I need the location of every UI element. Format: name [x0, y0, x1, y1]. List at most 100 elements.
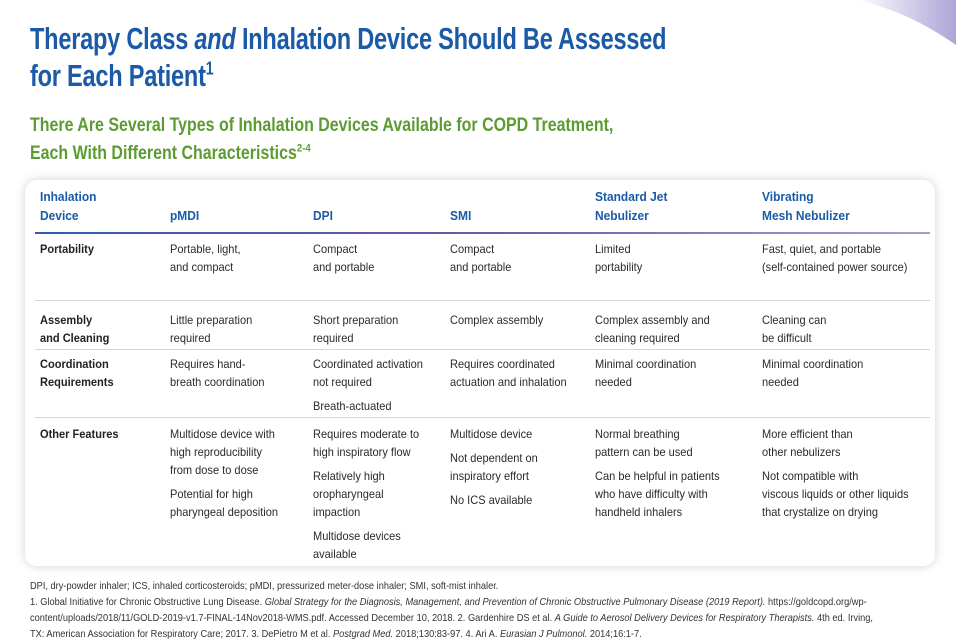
text-run: TX: American Association for Respiratory… — [30, 628, 334, 640]
text-line: 1. Global Initiative for Chronic Obstruc… — [30, 594, 873, 610]
row-header: Portability — [40, 240, 94, 264]
cell-text: handheld inhalers — [595, 505, 683, 519]
paragraph: Little preparation required — [170, 311, 252, 347]
table-cell: Multidose device with high reproducibilit… — [170, 425, 278, 527]
table-cell: Compact and portable — [450, 240, 511, 282]
paragraph: Coordinated activation not required — [313, 355, 423, 391]
paragraph: Assembly and Cleaning — [40, 311, 109, 347]
cell-text: high reproducibility — [170, 445, 263, 459]
footnotes: DPI, dry-powder inhaler; ICS, inhaled co… — [30, 578, 873, 642]
cell-text: oropharyngeal — [313, 487, 384, 501]
header-cell: DPI — [313, 206, 333, 225]
header-rule — [35, 232, 930, 234]
text-run: Therapy Class — [30, 21, 195, 56]
text-run: 2-4 — [296, 142, 311, 155]
cell-text: Compact — [313, 242, 358, 256]
table-cell: Coordinated activation not required Breath… — [313, 355, 423, 421]
text-run: A Guide to Aerosol Delivery Devices for … — [554, 612, 815, 624]
table-cell: Compact and portable — [313, 240, 374, 282]
paragraph: Requires hand-breath coordination — [170, 355, 265, 391]
cell-text: required — [313, 331, 354, 345]
paragraph: Can be helpful in patients who have diffi… — [595, 467, 720, 521]
cell-text: Cleaning can — [762, 313, 827, 327]
header-text: Standard Jet — [595, 189, 668, 204]
cell-text: Assembly — [40, 313, 93, 327]
cell-text: Breath-actuated — [313, 399, 392, 413]
cell-text: Multidose devices — [313, 529, 401, 543]
paragraph: Cleaning can be difficult — [762, 311, 826, 347]
paragraph: Compact and portable — [313, 240, 374, 276]
table-cell: Complex assembly and cleaning required — [595, 311, 710, 353]
table-cell: Requires hand-breath coordination — [170, 355, 265, 397]
cell-text: Can be helpful in patients — [595, 469, 720, 483]
cell-text: inspiratory effort — [450, 469, 529, 483]
text-line: Therapy Class and Inhalation Device Shou… — [30, 20, 666, 57]
cell-text: Compact — [450, 242, 495, 256]
table-cell: Portable, light, and compact — [170, 240, 241, 282]
cell-text: Multidose device with — [170, 427, 275, 441]
text-run: There Are Several Types of Inhalation De… — [30, 115, 614, 136]
paragraph: Short preparation required — [313, 311, 398, 347]
cell-text: who have difficulty with — [595, 487, 708, 501]
header-text: Mesh Nebulizer — [762, 208, 850, 223]
cell-text: Minimal coordination — [762, 357, 864, 371]
table-cell: Multidose device Not dependent on inspirat… — [450, 425, 538, 515]
cell-text: portability — [595, 260, 643, 274]
cell-text: Minimal coordination — [595, 357, 697, 371]
cell-text: Little preparation — [170, 313, 253, 327]
paragraph: Requires coordinated actuation and inhala… — [450, 355, 567, 391]
row-separator — [35, 300, 930, 301]
cell-text: and Cleaning — [40, 331, 110, 345]
cell-text: Limited — [595, 242, 631, 256]
cell-text: and portable — [450, 260, 512, 274]
header-text: SMI — [450, 208, 472, 223]
table-card — [25, 180, 935, 566]
paragraph: Compact and portable — [450, 240, 511, 276]
table-cell: Minimal coordination needed — [595, 355, 696, 397]
cell-text: Other Features — [40, 427, 119, 441]
paragraph: Other Features — [40, 425, 119, 443]
cell-text: available — [313, 547, 357, 561]
paragraph: Multidose device — [450, 425, 538, 443]
text-run: Each With Different Characteristics — [30, 143, 297, 164]
text-line: DPI, dry-powder inhaler; ICS, inhaled co… — [30, 578, 873, 594]
cell-text: pharyngeal deposition — [170, 505, 279, 519]
cell-text: More efficient than — [762, 427, 853, 441]
header-cell: Vibrating Mesh Nebulizer — [762, 187, 850, 225]
title: Therapy Class and Inhalation Device Shou… — [30, 20, 666, 94]
text-run: DPI, dry-powder inhaler; ICS, inhaled co… — [30, 580, 499, 592]
cell-text: Multidose device — [450, 427, 533, 441]
paragraph: Normal breathing pattern can be used — [595, 425, 720, 461]
text-line: for Each Patient1 — [30, 57, 666, 94]
cell-text: required — [170, 331, 211, 345]
cell-text: needed — [762, 375, 799, 389]
text-run: Postgrad Med. — [333, 628, 394, 640]
cell-text: No ICS available — [450, 493, 533, 507]
text-run: 4th ed. Irving, — [814, 612, 873, 624]
paragraph: Complex assembly — [450, 311, 543, 329]
cell-text: from dose to dose — [170, 463, 259, 477]
cell-text: and compact — [170, 260, 234, 274]
paragraph: Multidose devices available — [313, 527, 419, 563]
paragraph: More efficient than other nebulizers — [762, 425, 909, 461]
text-run: 1. Global Initiative for Chronic Obstruc… — [30, 596, 265, 608]
paragraph: Potential for high pharyngeal deposition — [170, 485, 278, 521]
cell-text: (self-contained power source) — [762, 260, 908, 274]
cell-text: high inspiratory flow — [313, 445, 411, 459]
row-separator — [35, 417, 930, 418]
cell-text: Coordination — [40, 357, 109, 371]
text-run: Global Strategy for the Diagnosis, Manag… — [264, 596, 766, 608]
paragraph: Coordination Requirements — [40, 355, 114, 391]
cell-text: Portable, light, — [170, 242, 241, 256]
paragraph: Portable, light, and compact — [170, 240, 241, 276]
subtitle: There Are Several Types of Inhalation De… — [30, 112, 613, 168]
cell-text: Complex assembly — [450, 313, 544, 327]
text-run: for Each Patient — [30, 58, 206, 93]
header-cell: Inhalation Device — [40, 187, 96, 225]
paragraph: Minimal coordination needed — [595, 355, 696, 391]
paragraph: Portability — [40, 240, 94, 258]
text-run: 2014;16:1-7. — [587, 628, 642, 640]
table-cell: Requires coordinated actuation and inhala… — [450, 355, 567, 397]
text-line: Each With Different Characteristics2-4 — [30, 140, 613, 168]
